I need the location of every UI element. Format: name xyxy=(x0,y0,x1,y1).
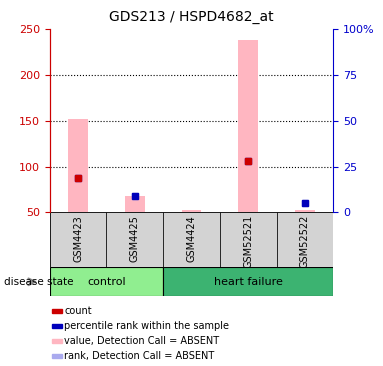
Bar xyxy=(295,209,315,212)
Bar xyxy=(52,354,62,358)
Bar xyxy=(163,267,333,296)
Bar xyxy=(52,310,62,313)
Bar xyxy=(125,196,145,212)
Text: value, Detection Call = ABSENT: value, Detection Call = ABSENT xyxy=(64,336,219,346)
Text: rank, Detection Call = ABSENT: rank, Detection Call = ABSENT xyxy=(64,351,214,361)
Text: GDS213 / HSPD4682_at: GDS213 / HSPD4682_at xyxy=(109,10,274,24)
Bar xyxy=(50,212,106,267)
Bar xyxy=(52,339,62,343)
Bar xyxy=(52,324,62,328)
Text: GSM4423: GSM4423 xyxy=(73,215,83,262)
Bar xyxy=(50,267,163,296)
Bar xyxy=(238,40,258,212)
Bar xyxy=(163,212,220,267)
Text: percentile rank within the sample: percentile rank within the sample xyxy=(64,321,229,331)
Text: disease state: disease state xyxy=(4,277,73,287)
Text: heart failure: heart failure xyxy=(214,277,283,287)
Bar xyxy=(106,212,163,267)
Text: GSM4425: GSM4425 xyxy=(130,215,140,262)
Text: count: count xyxy=(64,306,92,316)
Text: GSM4424: GSM4424 xyxy=(187,215,196,262)
Text: control: control xyxy=(87,277,126,287)
Bar xyxy=(182,210,201,212)
Bar xyxy=(277,212,333,267)
Text: GSM52521: GSM52521 xyxy=(243,215,253,268)
Bar xyxy=(220,212,277,267)
Text: GSM52522: GSM52522 xyxy=(300,215,310,268)
Bar xyxy=(68,119,88,212)
